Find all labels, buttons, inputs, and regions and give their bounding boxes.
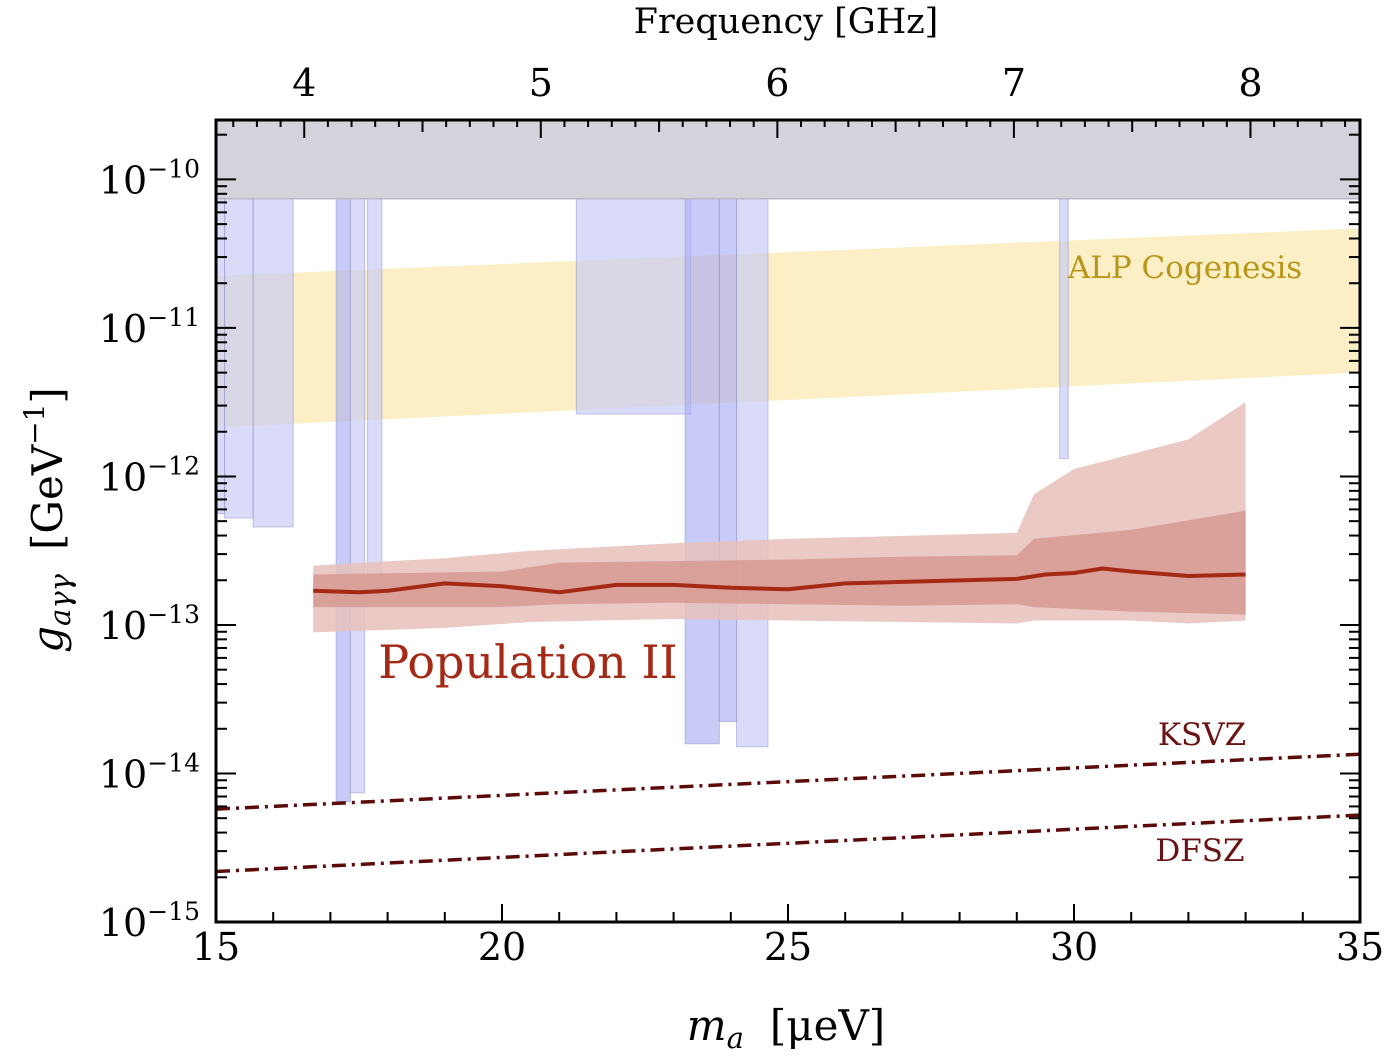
y-tick-label: 10−14: [99, 748, 200, 796]
top-axis-title: Frequency [GHz]: [634, 2, 939, 42]
x-tick-label: 30: [1050, 925, 1098, 969]
population-inner-band: [313, 510, 1246, 615]
population-layer: [313, 402, 1246, 633]
haloscope-band-4: [349, 198, 366, 794]
y-tick-label: 10−12: [99, 451, 200, 499]
qcd-lines-layer: [216, 752, 1360, 874]
cogenesis-label: ALP Cogenesis: [1067, 250, 1302, 286]
haloscope-band-2: [252, 198, 294, 528]
x-axis-title-unit: [μeV]: [770, 1001, 885, 1050]
x-tick-label: 20: [478, 925, 526, 969]
dfsz-label: DFSZ: [1155, 833, 1244, 869]
plot-area: [216, 120, 1360, 874]
y-tick-label: 10−11: [99, 303, 200, 351]
ksvz-line: [216, 752, 1360, 811]
y-axis-title-close: ]: [23, 387, 72, 403]
y-axis-title-symbol: g: [23, 626, 72, 653]
cogenesis-band-layer: [216, 228, 1360, 428]
haloscope-band-10: [1059, 198, 1069, 460]
x-tick-label: 15: [192, 925, 240, 969]
y-axis-title: gaγγ [GeV−1]: [18, 387, 77, 653]
x-axis-title: ma [μeV]: [687, 1001, 885, 1055]
ksvz-label: KSVZ: [1158, 717, 1246, 753]
y-tick-label: 10−15: [99, 897, 200, 945]
top-tick-label: 8: [1238, 61, 1262, 105]
excluded-top-region: [216, 120, 1360, 200]
haloscope-band-6: [575, 198, 692, 415]
top-tick-label: 7: [1002, 61, 1026, 105]
tick-marks: [215, 120, 1361, 923]
haloscope-band-8: [718, 198, 738, 722]
top-tick-label: 6: [765, 61, 789, 105]
y-axis-title-exponent: −1: [18, 404, 51, 445]
x-axis-title-subscript: a: [727, 1021, 744, 1055]
y-tick-label: 10−13: [99, 600, 200, 648]
haloscope-band-7: [684, 198, 720, 745]
excluded-top-layer: [216, 120, 1360, 200]
population-label: Population II: [378, 635, 677, 689]
haloscope-band-1: [224, 198, 254, 519]
y-axis-title-unit: [GeV: [23, 444, 72, 550]
dfsz-line: [216, 813, 1360, 874]
cogenesis-band: [216, 228, 1360, 428]
haloscope-band-5: [367, 198, 383, 584]
x-tick-label: 35: [1336, 925, 1384, 969]
top-tick-label: 5: [529, 61, 553, 105]
y-tick-label: 10−10: [99, 154, 200, 202]
haloscope-band-9: [736, 198, 769, 748]
x-axis-title-symbol: m: [687, 1001, 727, 1050]
haloscope-band-3: [335, 198, 351, 803]
population-median-line: [313, 566, 1246, 595]
top-tick-label: 4: [292, 61, 316, 105]
plot-frame: [214, 118, 1362, 924]
x-tick-label: 25: [764, 925, 812, 969]
tick-labels: 15 20 25 30 35 4 5 6 7 8 10−10 10−11 10−12 10−13 10−14…: [99, 61, 1384, 969]
y-axis-title-subscript: aγγ: [43, 573, 77, 626]
